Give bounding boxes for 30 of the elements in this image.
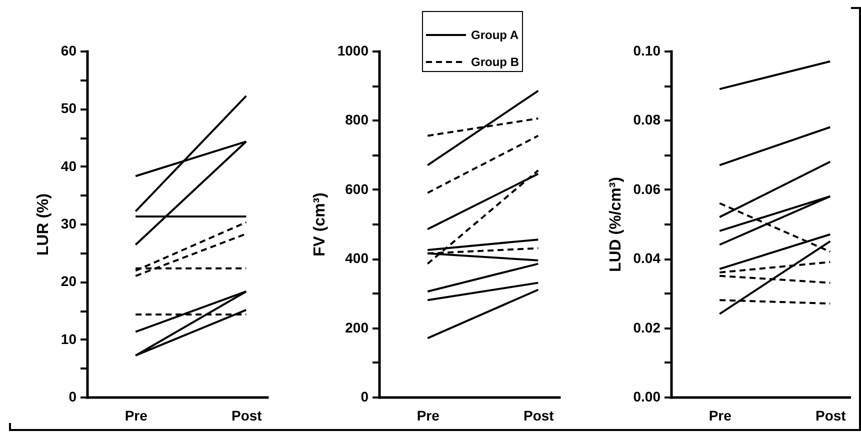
y-tick-label: 0 xyxy=(360,388,369,404)
y-axis-title: LUR (%) xyxy=(34,193,52,256)
y-tick-label: 800 xyxy=(345,112,369,128)
legend-label: Group A xyxy=(471,28,519,42)
x-tick-label: Post xyxy=(816,408,846,424)
y-axis-title: FV (cm³) xyxy=(311,192,328,256)
x-tick-label: Post xyxy=(232,408,262,424)
y-axis-title: LUD (%/cm³) xyxy=(607,176,624,272)
y-tick-label: 10 xyxy=(60,330,77,347)
y-tick-label: 0.00 xyxy=(633,388,661,404)
y-tick-label: 20 xyxy=(60,273,77,290)
y-tick-label: 0.10 xyxy=(633,42,661,58)
legend-label: Group B xyxy=(471,55,520,69)
y-tick-label: 200 xyxy=(345,319,369,336)
x-tick-label: Pre xyxy=(416,408,440,424)
y-tick-label: 0.08 xyxy=(633,112,661,128)
y-tick-label: 30 xyxy=(60,216,77,232)
y-tick-label: 1000 xyxy=(337,42,369,58)
y-tick-label: 40 xyxy=(60,158,77,174)
y-tick-label: 0.02 xyxy=(633,319,661,336)
y-tick-label: 0.04 xyxy=(633,250,661,266)
y-tick-label: 50 xyxy=(60,100,77,116)
y-tick-label: 400 xyxy=(345,250,369,266)
y-tick-label: 0.06 xyxy=(633,180,661,197)
x-tick-label: Post xyxy=(524,408,554,424)
x-tick-label: Pre xyxy=(124,408,148,424)
y-tick-label: 600 xyxy=(345,180,369,197)
x-tick-label: Pre xyxy=(708,408,732,424)
y-tick-label: 60 xyxy=(60,42,77,58)
y-tick-label: 0 xyxy=(68,388,77,404)
